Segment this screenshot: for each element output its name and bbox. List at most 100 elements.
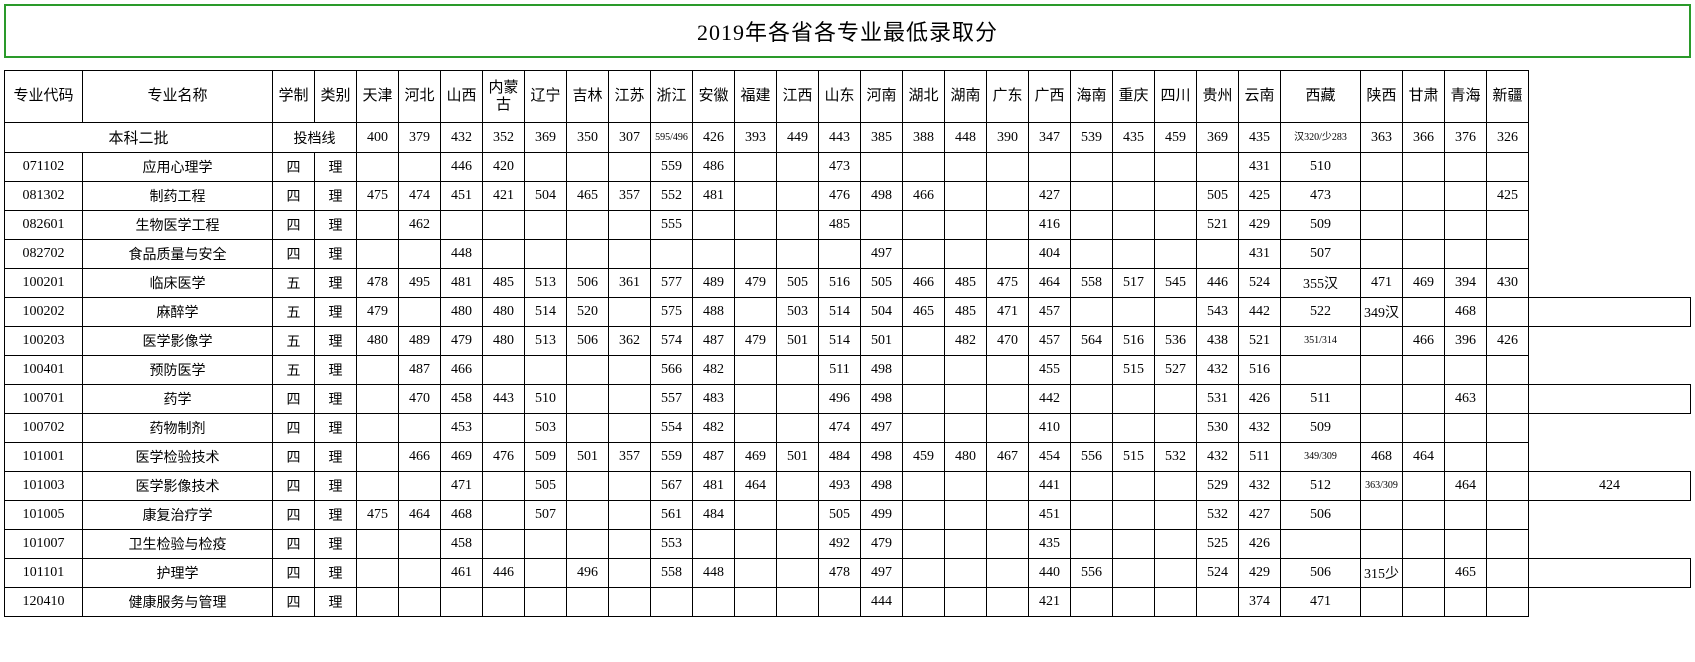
- cell-score: 349汉: [1361, 298, 1403, 327]
- cell-score: [945, 385, 987, 414]
- cell-score: [1155, 588, 1197, 617]
- cell-code: 100701: [5, 385, 83, 414]
- cell-score: [357, 153, 399, 182]
- cell-score: 421: [483, 182, 525, 211]
- cell-score: 505: [819, 501, 861, 530]
- cell-score: [693, 240, 735, 269]
- col-header-province: 山西: [441, 71, 483, 123]
- cell-score: [1113, 182, 1155, 211]
- cell-score: [903, 153, 945, 182]
- cell-score: [357, 472, 399, 501]
- cell-score: 396: [1445, 327, 1487, 356]
- cell-score: 567: [651, 472, 693, 501]
- cell-score: [357, 559, 399, 588]
- cell-score: [903, 559, 945, 588]
- cell-score: 575: [651, 298, 693, 327]
- batch-score: 326: [1487, 123, 1529, 153]
- cell-duration: 四: [273, 385, 315, 414]
- cell-score: 507: [525, 501, 567, 530]
- cell-score: 469: [735, 443, 777, 472]
- cell-score: 464: [399, 501, 441, 530]
- cell-score: 443: [483, 385, 525, 414]
- cell-score: [525, 211, 567, 240]
- cell-score: 531: [1197, 385, 1239, 414]
- cell-score: [1113, 385, 1155, 414]
- cell-score: [609, 501, 651, 530]
- cell-score: [1361, 501, 1403, 530]
- cell-score: 474: [819, 414, 861, 443]
- cell-score: [399, 530, 441, 559]
- cell-score: 513: [525, 269, 567, 298]
- cell-score: 427: [1239, 501, 1281, 530]
- cell-score: 506: [1281, 559, 1361, 588]
- cell-score: [735, 414, 777, 443]
- cell-score: [735, 182, 777, 211]
- col-header-province: 云南: [1239, 71, 1281, 123]
- cell-score: 520: [567, 298, 609, 327]
- cell-score: [1487, 240, 1529, 269]
- cell-score: 532: [1197, 501, 1239, 530]
- col-header-province: 河北: [399, 71, 441, 123]
- cell-score: 458: [441, 385, 483, 414]
- cell-score: [903, 211, 945, 240]
- cell-score: 557: [651, 385, 693, 414]
- col-header-province: 山东: [819, 71, 861, 123]
- cell-category: 理: [315, 182, 357, 211]
- col-header-province: 江苏: [609, 71, 651, 123]
- cell-score: [1197, 153, 1239, 182]
- cell-score: [945, 240, 987, 269]
- cell-score: 521: [1197, 211, 1239, 240]
- cell-score: 505: [777, 269, 819, 298]
- cell-score: [1155, 211, 1197, 240]
- cell-score: [609, 153, 651, 182]
- cell-score: [609, 356, 651, 385]
- cell-score: 315少: [1361, 559, 1403, 588]
- table-row: 082702食品质量与安全四理448497404431507: [5, 240, 1691, 269]
- cell-score: [1403, 385, 1445, 414]
- cell-score: [1155, 153, 1197, 182]
- batch-score: 432: [441, 123, 483, 153]
- cell-score: 432: [1197, 356, 1239, 385]
- col-header-duration: 学制: [273, 71, 315, 123]
- batch-score: 448: [945, 123, 987, 153]
- cell-score: 431: [1239, 240, 1281, 269]
- cell-score: [1071, 414, 1113, 443]
- cell-score: 524: [1197, 559, 1239, 588]
- cell-score: 432: [1239, 414, 1281, 443]
- cell-name: 制药工程: [83, 182, 273, 211]
- table-row: 101003医学影像技术四理47150556748146449349844152…: [5, 472, 1691, 501]
- cell-score: [1197, 588, 1239, 617]
- cell-score: [483, 501, 525, 530]
- cell-score: [1403, 298, 1445, 327]
- cell-score: 501: [567, 443, 609, 472]
- cell-code: 101005: [5, 501, 83, 530]
- cell-score: [1529, 385, 1691, 414]
- cell-score: [1529, 559, 1691, 588]
- cell-score: 492: [819, 530, 861, 559]
- cell-score: [1113, 414, 1155, 443]
- cell-score: 466: [399, 443, 441, 472]
- cell-score: [1071, 588, 1113, 617]
- cell-score: 556: [1071, 559, 1113, 588]
- cell-score: [567, 588, 609, 617]
- cell-duration: 四: [273, 240, 315, 269]
- cell-category: 理: [315, 269, 357, 298]
- cell-score: [735, 530, 777, 559]
- cell-score: 515: [1113, 356, 1155, 385]
- cell-score: 394: [1445, 269, 1487, 298]
- col-header-province: 河南: [861, 71, 903, 123]
- cell-score: [1361, 414, 1403, 443]
- cell-score: 496: [819, 385, 861, 414]
- cell-score: 514: [819, 298, 861, 327]
- cell-score: 574: [651, 327, 693, 356]
- cell-score: [735, 240, 777, 269]
- table-row: 100201临床医学五理4784954814855135063615774894…: [5, 269, 1691, 298]
- cell-score: [903, 414, 945, 443]
- cell-score: [987, 385, 1029, 414]
- cell-score: [819, 240, 861, 269]
- cell-score: [1155, 298, 1197, 327]
- cell-score: 454: [1029, 443, 1071, 472]
- cell-score: 554: [651, 414, 693, 443]
- cell-score: 374: [1239, 588, 1281, 617]
- cell-score: [1403, 356, 1445, 385]
